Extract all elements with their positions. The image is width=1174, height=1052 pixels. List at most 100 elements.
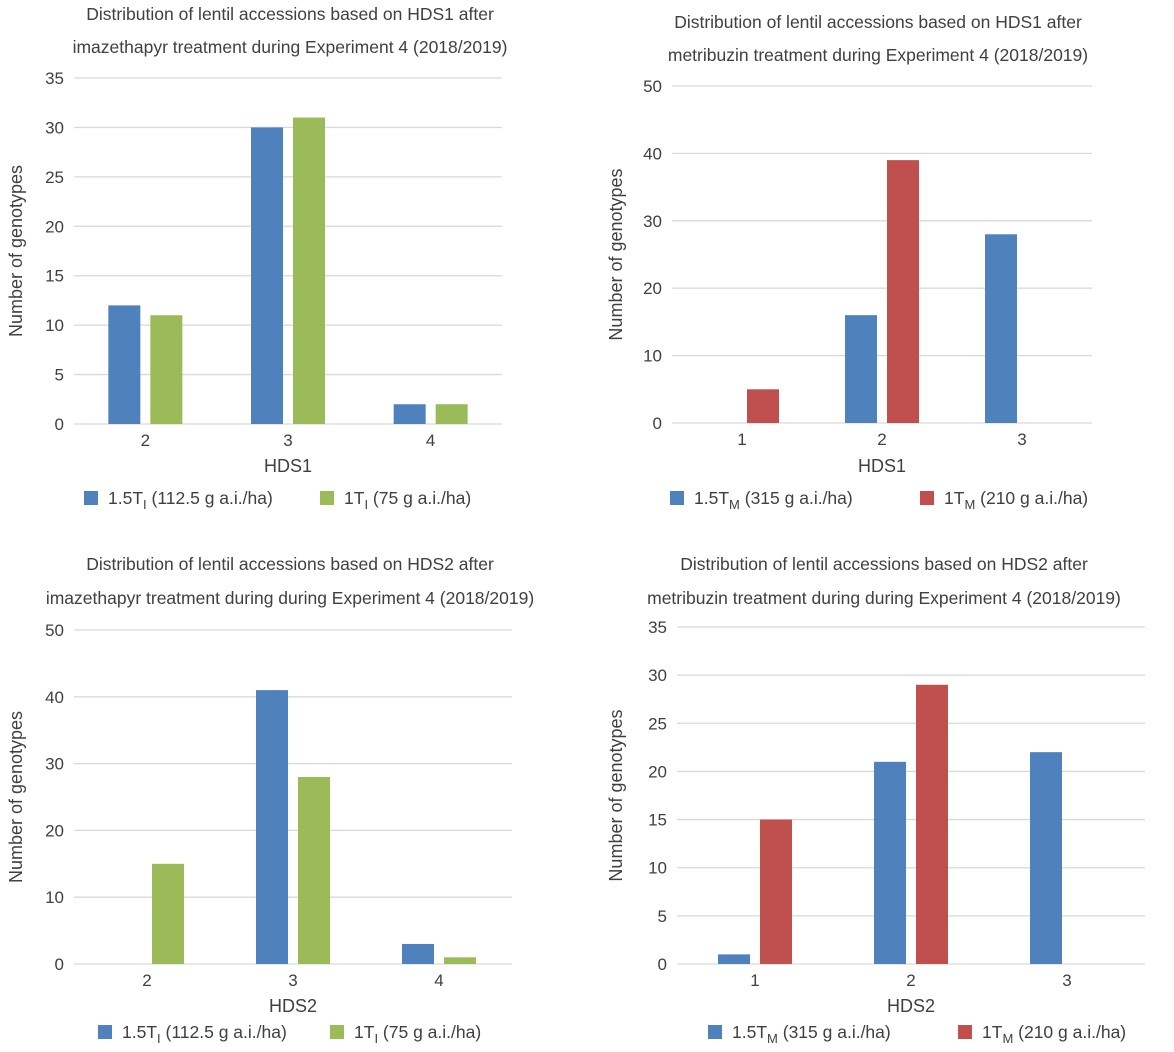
x-axis-label: HDS2 <box>269 996 317 1016</box>
bar-red-2 <box>916 684 948 964</box>
x-tick-label: 3 <box>1017 430 1026 449</box>
x-axis-label: HDS1 <box>264 456 312 476</box>
bar-green-3 <box>293 117 325 425</box>
legend: 1.5TI (112.5 g a.i./ha) 1TI (75 g a.i./ha… <box>84 488 471 512</box>
legend-swatch-blue <box>84 491 98 505</box>
bar-blue-3 <box>1030 752 1062 964</box>
legend-label-2: 1TI (75 g a.i./ha) <box>344 488 471 512</box>
y-gridlines: 0 10 20 30 40 50 <box>45 621 512 974</box>
y-gridlines: 0 5 10 15 20 25 30 35 <box>648 618 1145 974</box>
chart-title-line-1: Distribution of lentil accessions based … <box>86 4 494 24</box>
bar-green-2 <box>152 863 184 964</box>
y-tick-label: 30 <box>643 212 662 231</box>
legend: 1.5TM (315 g a.i./ha) 1TM (210 g a.i./ha) <box>670 488 1088 512</box>
legend-swatch-red <box>920 491 934 505</box>
legend-label-1: 1.5TI (112.5 g a.i./ha) <box>122 1022 287 1046</box>
bar-red-1 <box>747 389 779 423</box>
y-tick-label: 0 <box>658 955 667 974</box>
legend: 1.5TI (112.5 g a.i./ha) 1TI (75 g a.i./ha… <box>98 1022 481 1046</box>
legend-label-2: 1TM (210 g a.i./ha) <box>982 1022 1126 1046</box>
y-tick-label: 40 <box>45 688 64 707</box>
legend: 1.5TM (315 g a.i./ha) 1TM (210 g a.i./ha) <box>708 1022 1126 1046</box>
y-axis-label: Number of genotypes <box>606 709 626 881</box>
chart-1: Distribution of lentil accessions based … <box>6 4 507 512</box>
legend-label-1: 1.5TI (112.5 g a.i./ha) <box>108 488 273 512</box>
bar-red-1 <box>760 819 792 964</box>
y-tick-label: 15 <box>45 267 64 286</box>
x-tick-label: 3 <box>288 971 297 990</box>
chart-2: Distribution of lentil accessions based … <box>606 12 1092 512</box>
x-tick-label: 4 <box>426 431 435 450</box>
bar-blue-2 <box>845 315 877 423</box>
legend-swatch-blue <box>98 1025 112 1039</box>
y-tick-label: 10 <box>45 316 64 335</box>
x-tick-label: 2 <box>877 430 886 449</box>
bar-green-3 <box>298 776 330 964</box>
y-tick-label: 10 <box>648 859 667 878</box>
bar-green-4 <box>435 404 468 424</box>
bar-red-2 <box>887 160 919 423</box>
chart-title-line-2: imazethapyr treatment during Experiment … <box>73 37 508 57</box>
chart-3: Distribution of lentil accessions based … <box>6 554 534 1046</box>
x-tick-label: 4 <box>434 971 443 990</box>
y-axis-label: Number of genotypes <box>6 165 26 337</box>
chart-title-line-1: Distribution of lentil accessions based … <box>86 554 494 574</box>
x-tick-label: 1 <box>750 971 759 990</box>
bar-blue-3 <box>985 234 1017 423</box>
bar-blue-3 <box>251 127 283 424</box>
legend-swatch-green <box>330 1025 344 1039</box>
x-tick-label: 1 <box>737 430 746 449</box>
x-axis-label: HDS2 <box>887 996 935 1016</box>
y-tick-label: 35 <box>648 618 667 637</box>
y-tick-label: 30 <box>45 118 64 137</box>
y-gridlines: 0 10 20 30 40 50 <box>643 77 1092 433</box>
legend-swatch-blue <box>670 491 684 505</box>
y-tick-label: 50 <box>45 621 64 640</box>
chart-title-line-2: imazethapyr treatment during during Expe… <box>46 588 534 608</box>
chart-title-line-1: Distribution of lentil accessions based … <box>674 12 1082 32</box>
legend-swatch-red <box>958 1025 972 1039</box>
y-tick-label: 5 <box>658 907 667 926</box>
bar-blue-2 <box>108 305 141 424</box>
bar-blue-3 <box>256 690 288 964</box>
y-tick-label: 5 <box>55 366 64 385</box>
bar-blue-2 <box>874 761 906 964</box>
y-axis-label: Number of genotypes <box>606 168 626 340</box>
bar-blue-4 <box>393 404 426 424</box>
y-tick-label: 20 <box>45 217 64 236</box>
y-tick-label: 25 <box>45 168 64 187</box>
x-tick-label: 2 <box>142 971 151 990</box>
y-tick-label: 0 <box>55 955 64 974</box>
bar-blue-4 <box>402 943 434 964</box>
bar-green-2 <box>150 315 183 424</box>
x-tick-label: 3 <box>1062 971 1071 990</box>
y-tick-label: 35 <box>45 69 64 88</box>
x-tick-label: 2 <box>906 971 915 990</box>
chart-4: Distribution of lentil accessions based … <box>606 554 1145 1046</box>
y-axis-label: Number of genotypes <box>6 711 26 883</box>
y-tick-label: 0 <box>653 414 662 433</box>
y-tick-label: 20 <box>643 279 662 298</box>
legend-label-1: 1.5TM (315 g a.i./ha) <box>732 1022 891 1046</box>
y-tick-label: 30 <box>648 666 667 685</box>
y-gridlines: 0 5 10 15 20 25 30 35 <box>45 69 502 434</box>
legend-label-1: 1.5TM (315 g a.i./ha) <box>694 488 853 512</box>
y-tick-label: 10 <box>45 888 64 907</box>
x-tick-label: 3 <box>283 431 292 450</box>
y-tick-label: 50 <box>643 77 662 96</box>
chart-title-line-2: metribuzin treatment during Experiment 4… <box>668 45 1088 65</box>
legend-swatch-blue <box>708 1025 722 1039</box>
x-axis-label: HDS1 <box>858 456 906 476</box>
bar-green-4 <box>444 957 476 964</box>
bar-blue-1 <box>718 954 750 964</box>
y-tick-label: 20 <box>648 762 667 781</box>
y-tick-label: 30 <box>45 755 64 774</box>
x-tick-label: 2 <box>141 431 150 450</box>
y-tick-label: 15 <box>648 811 667 830</box>
y-tick-label: 0 <box>55 415 64 434</box>
y-tick-label: 25 <box>648 714 667 733</box>
legend-label-2: 1TM (210 g a.i./ha) <box>944 488 1088 512</box>
chart-title-line-1: Distribution of lentil accessions based … <box>680 554 1088 574</box>
legend-swatch-green <box>320 491 334 505</box>
